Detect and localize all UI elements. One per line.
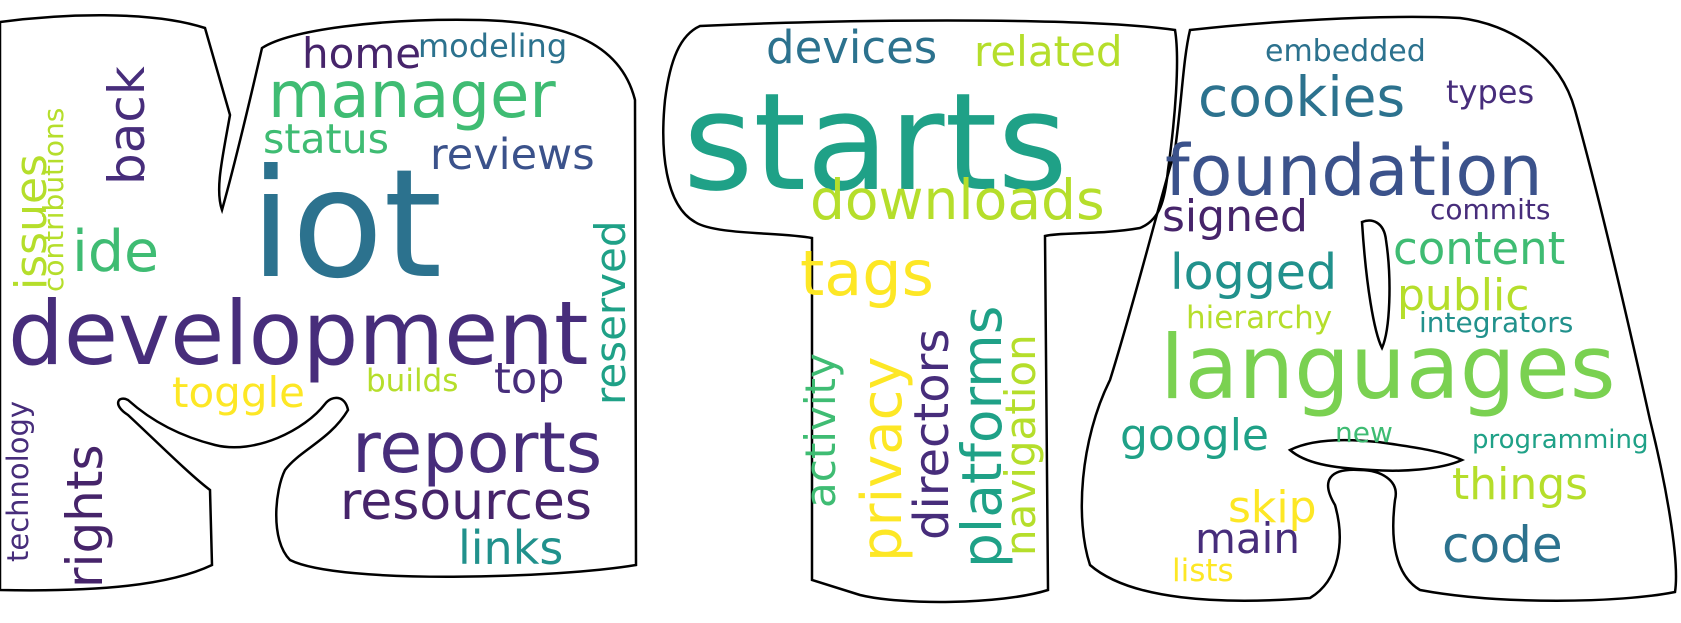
letter-a-counter [1360,219,1391,351]
word-builds: builds [366,363,459,399]
word-links: links [458,521,564,575]
word-hierarchy: hierarchy [1186,300,1333,336]
word-back: back [98,66,156,185]
word-ide: ide [72,219,160,285]
word-resources: resources [340,472,593,532]
word-programming: programming [1472,425,1649,455]
word-google: google [1120,410,1269,461]
word-status: status [263,115,389,163]
word-lists: lists [1172,553,1234,589]
word-iot: iot [250,138,443,312]
word-home: home [302,29,422,78]
letter-a-outline [1080,15,1678,602]
word-types: types [1446,73,1535,111]
word-integrators: integrators [1419,306,1574,339]
letter-t-outline [662,19,1179,604]
word-related: related [974,27,1123,76]
word-cookies: cookies [1198,65,1406,129]
word-content: content [1393,222,1566,275]
word-things: things [1452,459,1589,510]
word-new: new [1335,416,1393,449]
word-reviews: reviews [430,130,595,180]
word-logged: logged [1170,244,1338,301]
word-development: development [8,282,589,385]
word-foundation: foundation [1165,130,1543,212]
word-reserved: reserved [586,220,635,405]
word-starts: starts [683,64,1068,221]
letter-k-outline [0,13,638,592]
word-rights: rights [56,444,114,588]
word-modeling: modeling [418,27,568,65]
word-navigation: navigation [996,334,1045,556]
word-toggle: toggle [172,368,305,417]
word-technology: technology [1,400,35,562]
word-top: top [494,354,565,404]
word-activity: activity [796,353,845,508]
word-privacy: privacy [850,356,915,562]
word-signed: signed [1162,191,1308,242]
word-languages: languages [1160,316,1616,419]
letter-a-crossbar [1287,438,1466,472]
word-public: public [1397,270,1530,321]
word-reports: reports [352,407,603,489]
word-embedded: embedded [1265,34,1426,69]
word-code: code [1442,516,1563,574]
word-commits: commits [1430,193,1551,226]
word-devices: devices [766,21,938,74]
word-downloads: downloads [810,168,1105,232]
word-manager: manager [268,59,556,133]
word-directors: directors [904,328,960,540]
word-tags: tags [800,237,934,310]
word-contributions: contributions [37,107,70,292]
word-skip: skip [1228,482,1317,533]
word-main: main [1195,514,1300,563]
